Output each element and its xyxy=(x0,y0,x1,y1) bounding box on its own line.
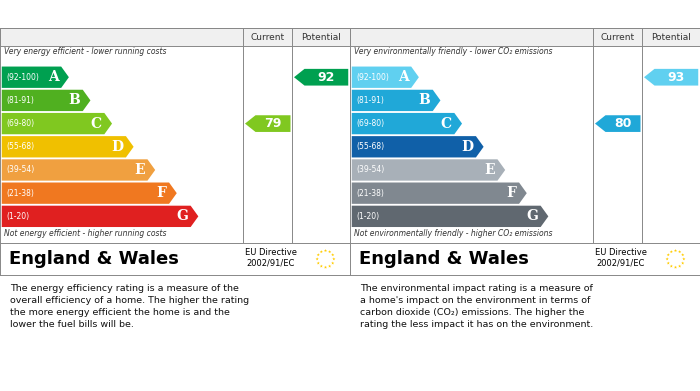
Text: Energy Efficiency Rating: Energy Efficiency Rating xyxy=(8,7,181,20)
Polygon shape xyxy=(351,183,527,204)
Text: F: F xyxy=(156,186,167,200)
Text: 80: 80 xyxy=(615,117,631,130)
Text: Potential: Potential xyxy=(651,32,691,41)
Text: Current: Current xyxy=(251,32,285,41)
Text: F: F xyxy=(506,186,517,200)
Text: (92-100): (92-100) xyxy=(356,73,389,82)
Text: A: A xyxy=(48,70,58,84)
Text: A: A xyxy=(398,70,408,84)
Polygon shape xyxy=(294,69,349,86)
Text: Environmental Impact (CO₂) Rating: Environmental Impact (CO₂) Rating xyxy=(358,7,605,20)
Text: (1-20): (1-20) xyxy=(356,212,379,221)
Text: (81-91): (81-91) xyxy=(356,96,384,105)
Text: 92: 92 xyxy=(318,71,335,84)
Text: (69-80): (69-80) xyxy=(356,119,384,128)
Bar xyxy=(350,28,700,46)
Polygon shape xyxy=(245,115,290,132)
Text: Not energy efficient - higher running costs: Not energy efficient - higher running co… xyxy=(4,229,166,238)
Text: (39-54): (39-54) xyxy=(6,165,34,174)
Text: Potential: Potential xyxy=(301,32,341,41)
Text: EU Directive
2002/91/EC: EU Directive 2002/91/EC xyxy=(245,248,297,267)
Text: G: G xyxy=(526,209,538,223)
Polygon shape xyxy=(1,183,177,204)
Polygon shape xyxy=(351,113,462,134)
Text: B: B xyxy=(418,93,430,108)
Text: G: G xyxy=(176,209,188,223)
Text: C: C xyxy=(90,117,101,131)
Text: (21-38): (21-38) xyxy=(356,189,384,198)
Bar xyxy=(0,28,350,46)
Text: (69-80): (69-80) xyxy=(6,119,34,128)
Text: Very environmentally friendly - lower CO₂ emissions: Very environmentally friendly - lower CO… xyxy=(354,47,552,56)
Polygon shape xyxy=(644,69,699,86)
Text: (39-54): (39-54) xyxy=(356,165,384,174)
Polygon shape xyxy=(351,159,505,181)
Text: (81-91): (81-91) xyxy=(6,96,34,105)
Text: Current: Current xyxy=(601,32,635,41)
Text: (55-68): (55-68) xyxy=(356,142,384,151)
Polygon shape xyxy=(1,136,134,158)
Text: The energy efficiency rating is a measure of the
overall efficiency of a home. T: The energy efficiency rating is a measur… xyxy=(10,284,250,329)
Text: D: D xyxy=(461,140,473,154)
Text: England & Wales: England & Wales xyxy=(8,250,178,268)
Text: Not environmentally friendly - higher CO₂ emissions: Not environmentally friendly - higher CO… xyxy=(354,229,552,238)
Text: (92-100): (92-100) xyxy=(6,73,38,82)
Text: D: D xyxy=(111,140,123,154)
Text: Very energy efficient - lower running costs: Very energy efficient - lower running co… xyxy=(4,47,166,56)
Polygon shape xyxy=(351,90,440,111)
Text: England & Wales: England & Wales xyxy=(358,250,528,268)
Text: The environmental impact rating is a measure of
a home's impact on the environme: The environmental impact rating is a mea… xyxy=(360,284,594,329)
Text: (1-20): (1-20) xyxy=(6,212,29,221)
Polygon shape xyxy=(351,136,484,158)
Polygon shape xyxy=(351,66,419,88)
Polygon shape xyxy=(1,90,90,111)
Text: (55-68): (55-68) xyxy=(6,142,34,151)
Text: B: B xyxy=(68,93,80,108)
Text: C: C xyxy=(440,117,452,131)
Text: 79: 79 xyxy=(265,117,281,130)
Text: E: E xyxy=(484,163,495,177)
Text: E: E xyxy=(134,163,145,177)
Text: 93: 93 xyxy=(668,71,685,84)
Polygon shape xyxy=(1,159,155,181)
Polygon shape xyxy=(1,206,198,227)
Text: (21-38): (21-38) xyxy=(6,189,34,198)
Polygon shape xyxy=(351,206,548,227)
Polygon shape xyxy=(595,115,640,132)
Polygon shape xyxy=(1,113,112,134)
Text: EU Directive
2002/91/EC: EU Directive 2002/91/EC xyxy=(595,248,647,267)
Polygon shape xyxy=(1,66,69,88)
